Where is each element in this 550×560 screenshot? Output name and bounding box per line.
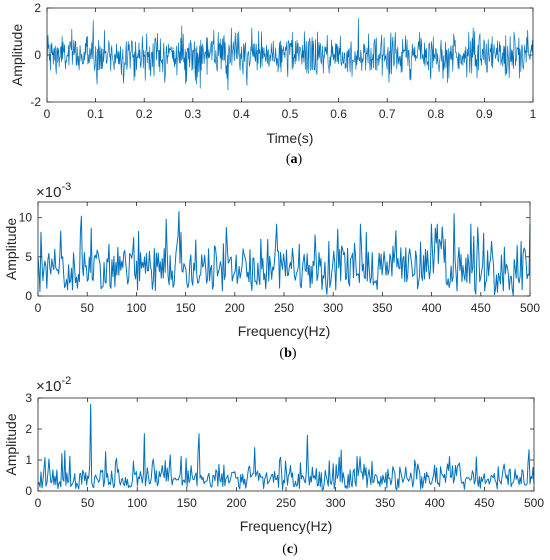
y-tick-label: 0 xyxy=(25,289,32,303)
x-tick-label: 450 xyxy=(471,301,491,315)
x-tick-label: 400 xyxy=(422,301,442,315)
axis-multiplier: ×10-2 xyxy=(36,375,71,395)
x-tick-label: 0 xyxy=(35,496,42,510)
x-tick-label: 0 xyxy=(44,107,51,121)
x-tick-label: 0.6 xyxy=(330,107,347,121)
multiplier-exponent: -2 xyxy=(61,375,71,387)
x-tick-label: 500 xyxy=(524,496,544,510)
x-tick-label: 1 xyxy=(530,107,537,121)
series-line-b xyxy=(37,210,531,296)
x-tick-label: 0.5 xyxy=(282,107,299,121)
y-tick-label: 1 xyxy=(25,453,32,467)
x-tick-label: 150 xyxy=(176,301,196,315)
y-tick-label: 10 xyxy=(19,211,33,225)
y-tick-label: 0 xyxy=(34,48,41,62)
panel-caption: (c) xyxy=(282,542,298,557)
x-tick-label: 150 xyxy=(177,496,197,510)
subplot-b: 0 50 100 150 200 250 300 350 400 450 500 0 5 10Amplit… xyxy=(3,181,540,361)
x-tick-label: 100 xyxy=(126,301,146,315)
y-axis-label: Amplitude xyxy=(3,413,19,475)
y-tick-label: 2 xyxy=(34,1,41,15)
x-tick-label: 0.3 xyxy=(184,107,201,121)
x-tick-label: 250 xyxy=(276,496,296,510)
multiplier-exponent: -3 xyxy=(61,181,71,193)
x-tick-label: 0.7 xyxy=(379,107,396,121)
x-tick-label: 350 xyxy=(372,301,392,315)
x-tick-label: 300 xyxy=(326,496,346,510)
x-tick-label: 250 xyxy=(274,301,294,315)
y-tick-label: -2 xyxy=(30,95,41,109)
x-tick-label: 50 xyxy=(81,496,95,510)
x-tick-label: 0.1 xyxy=(87,107,104,121)
x-tick-label: 0 xyxy=(35,301,42,315)
y-tick-label: 5 xyxy=(25,250,32,264)
x-axis-label: Time(s) xyxy=(267,130,314,146)
x-tick-label: 200 xyxy=(225,301,245,315)
x-tick-label: 50 xyxy=(81,301,95,315)
y-tick-label: 0 xyxy=(25,484,32,498)
series-line-a xyxy=(46,18,534,91)
x-tick-label: 500 xyxy=(520,301,540,315)
x-axis-label: Frequency(Hz) xyxy=(240,518,333,534)
y-axis-label: Amplitude xyxy=(3,218,19,280)
x-tick-label: 350 xyxy=(375,496,395,510)
x-tick-label: 0.9 xyxy=(476,107,493,121)
panel-caption: (a) xyxy=(286,152,303,167)
y-axis-label: Amplitude xyxy=(9,24,25,86)
x-tick-label: 100 xyxy=(127,496,147,510)
x-tick-label: 0.4 xyxy=(233,107,250,121)
subplot-a: 0 0.1 0.2 0.3 0.4 0.5 0.6 0.7 0.8 0.9 1-202Amplitu… xyxy=(9,1,537,167)
y-tick-label: 3 xyxy=(25,391,32,405)
x-tick-label: 0.2 xyxy=(136,107,153,121)
x-tick-label: 300 xyxy=(323,301,343,315)
series-line-c xyxy=(37,403,535,491)
multiplier-base: ×10 xyxy=(36,184,61,201)
x-tick-label: 200 xyxy=(226,496,246,510)
subplot-c: 0 50 100 150 200 250 300 350 400 450 500 0 1 2 3 Amplit… xyxy=(3,375,544,557)
x-tick-label: 0.8 xyxy=(427,107,444,121)
axis-multiplier: ×10-3 xyxy=(36,181,71,201)
panel-caption: (b) xyxy=(279,346,296,361)
x-tick-label: 400 xyxy=(425,496,445,510)
x-tick-label: 450 xyxy=(474,496,494,510)
y-tick-label: 2 xyxy=(25,422,32,436)
x-axis-label: Frequency(Hz) xyxy=(238,323,331,339)
multiplier-base: ×10 xyxy=(36,378,61,395)
